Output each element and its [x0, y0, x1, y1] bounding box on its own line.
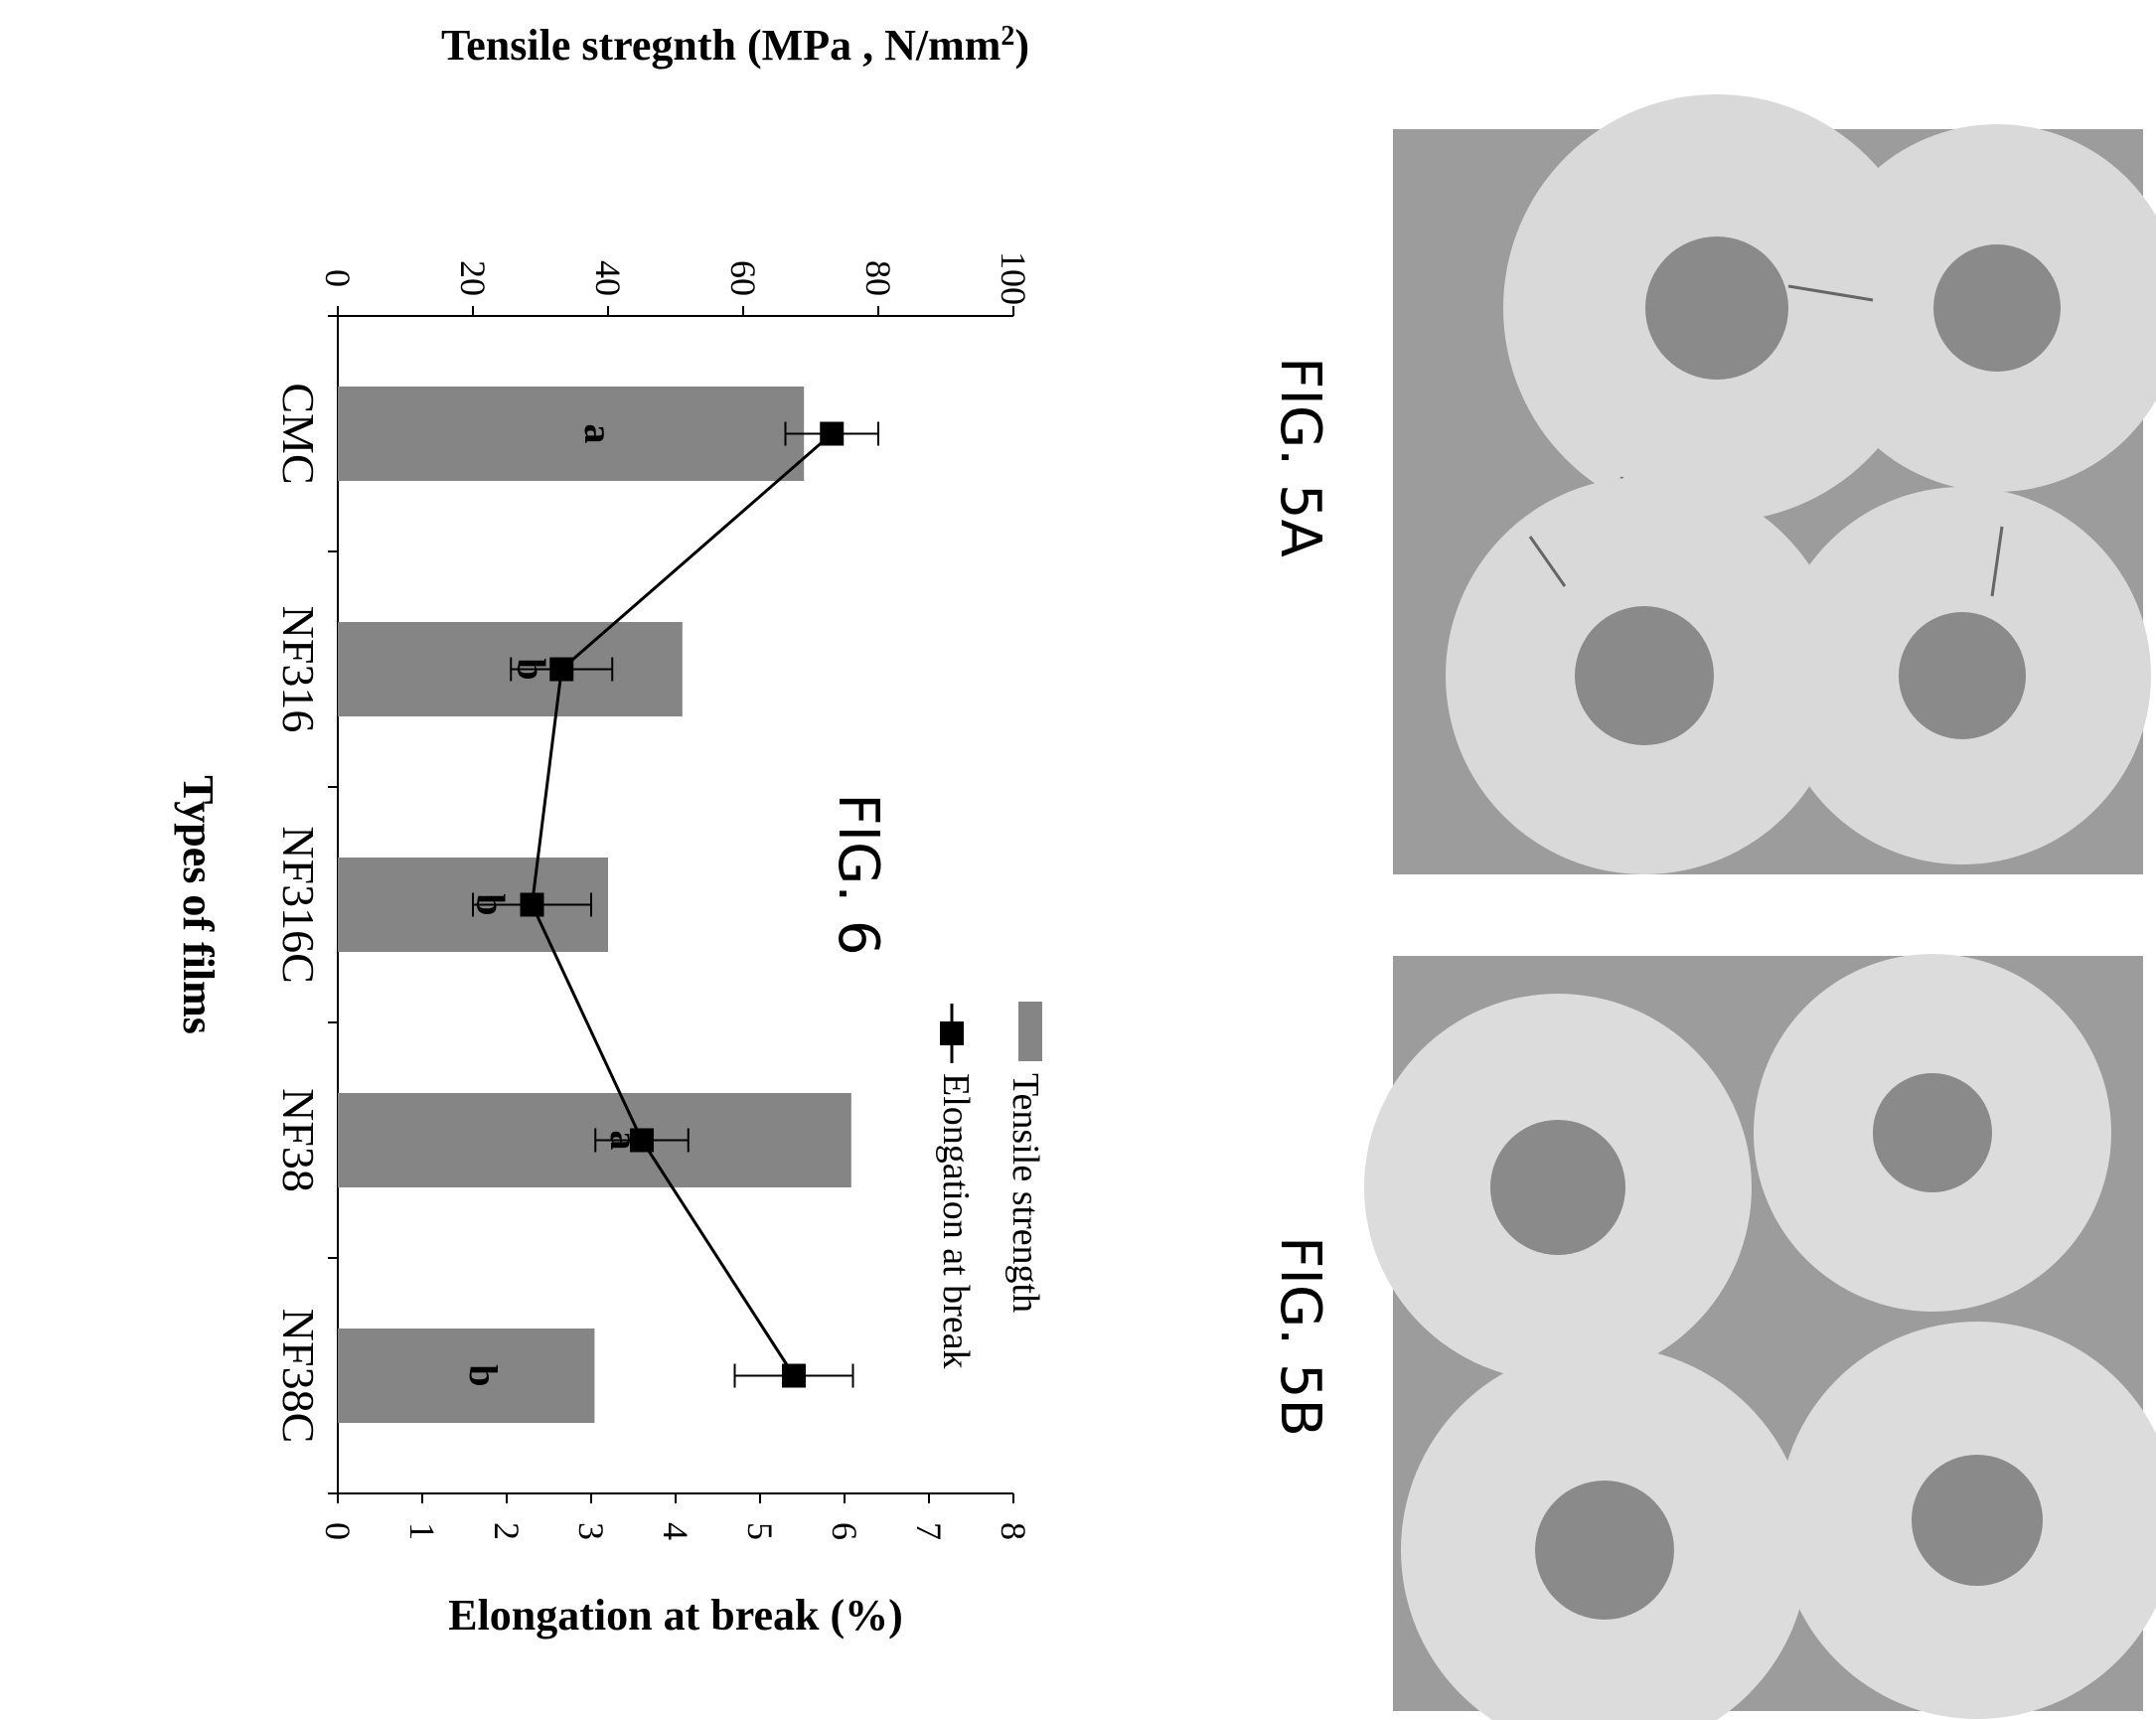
elongation-marker — [520, 892, 544, 917]
fig5a-photo — [1393, 94, 2156, 874]
left-axis-tick-label: 100 — [994, 251, 1033, 305]
legend-swatch-elongation-marker — [940, 1021, 964, 1045]
legend-swatch-tensile — [1018, 1002, 1042, 1061]
right-axis-tick-label: 4 — [656, 1522, 695, 1540]
tensile-bar — [338, 1329, 595, 1423]
category-label: NF316 — [273, 606, 324, 733]
fig5b-label: FIG. 5B — [1268, 1236, 1332, 1437]
legend-label-tensile: Tensile strength — [1004, 1073, 1046, 1313]
left-axis-title-close: ) — [1014, 21, 1029, 70]
fig5a-disc — [1787, 124, 2156, 492]
category-axis-title: Types of films — [174, 775, 223, 1034]
significance-label: a — [576, 424, 621, 444]
fig5a-disc — [1773, 487, 2151, 864]
tensile-bar — [338, 387, 805, 481]
elongation-marker — [782, 1363, 806, 1388]
fig5b-disc — [1754, 954, 2111, 1312]
fig5b-disc — [1401, 1346, 1808, 1720]
elongation-marker — [820, 421, 845, 446]
category-label: NF38C — [273, 1309, 324, 1443]
left-axis-title-superscript: 2 — [1001, 21, 1014, 52]
right-axis-tick-label: 1 — [402, 1522, 442, 1540]
right-axis-tick-label: 3 — [571, 1522, 611, 1540]
right-axis-tick-label: 2 — [487, 1522, 527, 1540]
left-axis-tick-label: 40 — [588, 260, 628, 296]
fig5a-disc — [1503, 94, 1930, 557]
left-axis-title-text: Tensile stregnth (MPa , N/mm — [441, 21, 1001, 70]
category-label: CMC — [273, 383, 324, 484]
fig6-chart: 0 20 40 60 80 100 0 1 2 3 4 5 6 7 8 Tensile stregnth (M… — [174, 21, 1046, 1641]
left-axis-tick-label: 80 — [858, 260, 898, 296]
left-axis-tick-label: 60 — [723, 260, 763, 296]
right-axis-tick-label: 0 — [318, 1522, 358, 1540]
elongation-marker — [549, 657, 574, 682]
left-axis-title: Tensile stregnth (MPa , N/mm2) — [441, 21, 1029, 71]
fig6-label: FIG. 6 — [826, 793, 890, 955]
left-axis-tick-label: 20 — [453, 260, 493, 296]
elongation-marker — [630, 1128, 654, 1153]
right-axis-tick-label: 7 — [909, 1522, 949, 1540]
left-axis-tick-label: 0 — [318, 269, 358, 287]
right-axis-tick-label: 5 — [740, 1522, 780, 1540]
right-axis-tick-label: 6 — [825, 1522, 864, 1540]
category-label: NF38 — [273, 1088, 324, 1192]
category-label: NF316C — [273, 826, 324, 983]
right-axis-title: Elongation at break (%) — [448, 1591, 903, 1640]
fig5a-label: FIG. 5A — [1268, 357, 1332, 557]
legend-label-elongation: Elongation at break — [935, 1073, 977, 1369]
significance-label: b — [461, 1364, 506, 1386]
fig5b-disc — [1364, 994, 1752, 1381]
fig5a-disc — [1446, 477, 1843, 874]
fig5b-disc — [1778, 1322, 2156, 1719]
fig5b-photo — [1364, 954, 2156, 1720]
right-axis-tick-label: 8 — [994, 1522, 1033, 1540]
